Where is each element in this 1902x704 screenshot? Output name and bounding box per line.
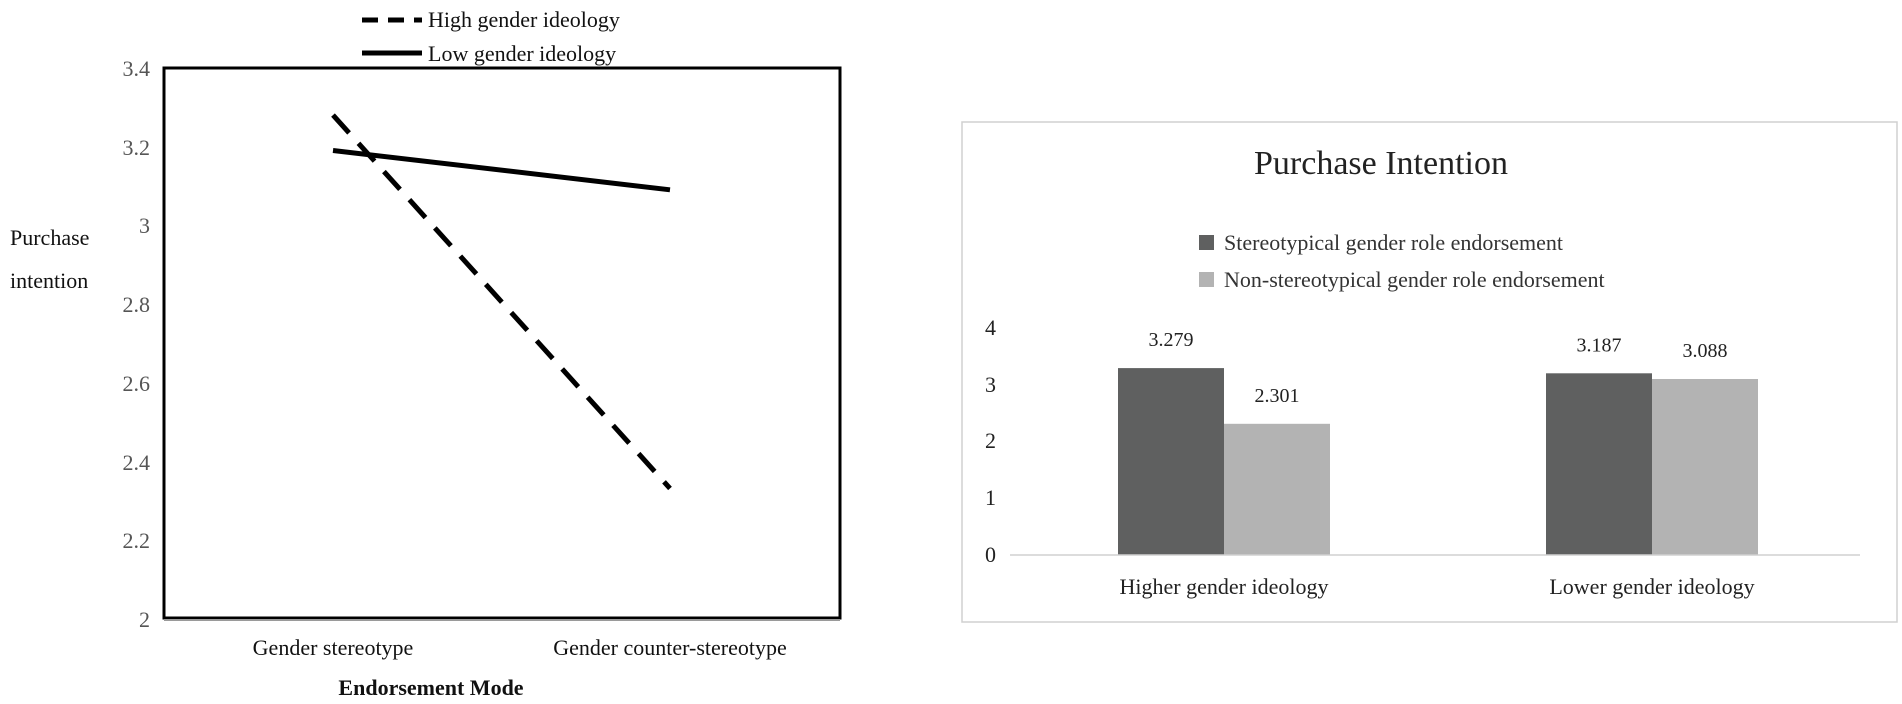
- legend-non-stereotypical-label: Non-stereotypical gender role endorsemen…: [1224, 267, 1605, 292]
- bar-y-tick: 2: [985, 428, 996, 453]
- legend-stereotypical-label: Stereotypical gender role endorsement: [1224, 230, 1563, 255]
- line-y-tick: 2.2: [123, 528, 151, 553]
- series-line-high-gender-ideology: [331, 113, 672, 491]
- bar-y-ticks: 4 3 2 1 0: [985, 315, 996, 567]
- bar-y-tick: 0: [985, 542, 996, 567]
- line-y-tick: 3.4: [123, 56, 151, 81]
- bar-value-label: 3.088: [1683, 340, 1728, 362]
- line-y-tick: 3: [139, 213, 150, 238]
- bar-value-label: 2.301: [1255, 385, 1300, 407]
- bar-stereotypical-higher: [1118, 368, 1224, 555]
- series-line-low-gender-ideology: [332, 148, 671, 193]
- bar-non-stereotypical-higher: [1224, 423, 1330, 555]
- line-x-category-label: Gender counter-stereotype: [553, 635, 787, 660]
- bar-non-stereotypical-lower: [1652, 379, 1758, 555]
- bar-x-category-label: Higher gender ideology: [1120, 574, 1329, 599]
- bar-value-label: 3.187: [1577, 334, 1622, 356]
- bar-y-tick: 3: [985, 372, 996, 397]
- bar-value-label: 3.279: [1149, 329, 1194, 351]
- line-series-group: [331, 113, 672, 491]
- line-plot-frame: [162, 66, 842, 620]
- bar-legend: Stereotypical gender role endorsement No…: [1199, 230, 1605, 292]
- legend-stereotypical-swatch: [1199, 235, 1214, 250]
- bar-x-category-label: Lower gender ideology: [1549, 574, 1754, 599]
- line-y-tick: 2.8: [123, 292, 151, 317]
- bar-series-group: 3.279 2.301 3.187 3.088: [1118, 329, 1758, 555]
- line-x-axis-title: Endorsement Mode: [338, 675, 523, 700]
- line-y-label-line2: intention: [10, 268, 88, 293]
- line-y-label-line1: Purchase: [10, 225, 89, 250]
- legend-low-gender-ideology-label: Low gender ideology: [428, 41, 616, 66]
- bar-stereotypical-lower: [1546, 373, 1652, 555]
- line-y-tick: 2.4: [123, 450, 151, 475]
- bar-chart-title: Purchase Intention: [1254, 145, 1508, 182]
- bar-y-tick: 4: [985, 315, 996, 340]
- line-y-tick: 3.2: [123, 135, 151, 160]
- line-legend: High gender ideology Low gender ideology: [362, 7, 620, 66]
- legend-non-stereotypical-swatch: [1199, 272, 1214, 287]
- legend-high-gender-ideology-label: High gender ideology: [428, 7, 620, 32]
- line-y-ticks: 3.4 3.2 3 2.8 2.6 2.4 2.2 2: [123, 56, 151, 632]
- line-chart: High gender ideology Low gender ideology…: [10, 7, 842, 700]
- line-x-category-label: Gender stereotype: [253, 635, 414, 660]
- bar-y-tick: 1: [985, 485, 996, 510]
- line-y-tick: 2: [139, 607, 150, 632]
- bar-chart: Purchase Intention Stereotypical gender …: [961, 121, 1898, 623]
- line-y-tick: 2.6: [123, 371, 151, 396]
